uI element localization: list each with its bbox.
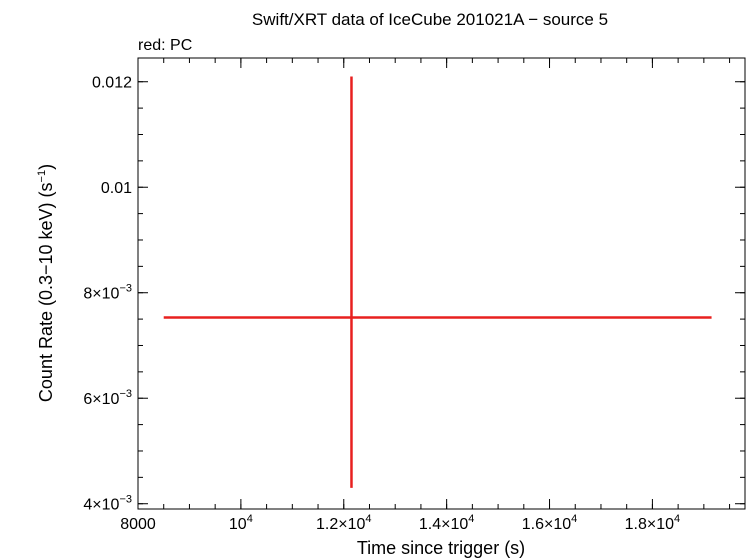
y-tick-label: 4×10−3 <box>83 494 132 514</box>
data-points <box>163 76 712 488</box>
x-tick-label: 1.4×104 <box>419 513 475 533</box>
y-tick-label-mantissa: 0.01 <box>101 180 132 197</box>
x-tick-label-mantissa: 8000 <box>120 516 156 533</box>
y-axis-label-sup: −1 <box>36 170 48 183</box>
x-tick-label: 1.2×104 <box>316 513 372 533</box>
x-tick-label-mantissa: 1.6×10 <box>522 516 571 533</box>
y-tick-label-mantissa: 8×10 <box>83 286 119 303</box>
y-axis-label-main: Count Rate (0.3−10 keV) (s <box>36 182 56 402</box>
x-tick-label: 104 <box>229 513 253 533</box>
y-axis-label: Count Rate (0.3−10 keV) (s−1) <box>36 164 56 402</box>
plot-frame <box>137 57 746 510</box>
x-tick-label-mantissa: 1.2×10 <box>316 516 365 533</box>
y-tick-label-mantissa: 6×10 <box>83 391 119 408</box>
x-tick-label-exponent: 4 <box>571 513 577 525</box>
y-axis-label-end: ) <box>36 164 56 170</box>
y-tick-labels: 4×10−36×10−38×10−30.010.012 <box>83 75 132 514</box>
x-tick-label-exponent: 4 <box>674 513 680 525</box>
y-tick-label: 0.01 <box>101 180 132 197</box>
x-tick-label: 1.6×104 <box>522 513 578 533</box>
x-axis-label: Time since trigger (s) <box>357 538 525 558</box>
x-tick-label: 1.8×104 <box>625 513 681 533</box>
chart-subtitle: red: PC <box>138 37 192 54</box>
y-tick-label-exponent: −3 <box>119 494 132 506</box>
data-point <box>163 76 712 488</box>
x-tick-label-mantissa: 10 <box>229 516 247 533</box>
y-tick-label-mantissa: 0.012 <box>92 75 132 92</box>
x-tick-labels: 8000 104 1.2×104 1.4×104 1.6×104 1.8×104 <box>120 513 680 533</box>
axis-ticks <box>137 58 745 509</box>
x-tick-label-mantissa: 1.4×10 <box>419 516 468 533</box>
y-tick-label: 0.012 <box>92 75 132 92</box>
x-tick-label-exponent: 4 <box>247 513 253 525</box>
y-tick-label: 6×10−3 <box>83 388 132 408</box>
y-tick-label: 8×10−3 <box>83 283 132 303</box>
x-tick-label-exponent: 4 <box>468 513 474 525</box>
x-tick-label-exponent: 4 <box>365 513 371 525</box>
x-tick-label: 8000 <box>120 516 156 533</box>
chart-title: Swift/XRT data of IceCube 201021A − sour… <box>252 10 608 29</box>
y-tick-label-exponent: −3 <box>119 388 132 400</box>
y-tick-label-mantissa: 4×10 <box>83 497 119 514</box>
x-tick-label-mantissa: 1.8×10 <box>625 516 674 533</box>
y-tick-label-exponent: −3 <box>119 283 132 295</box>
